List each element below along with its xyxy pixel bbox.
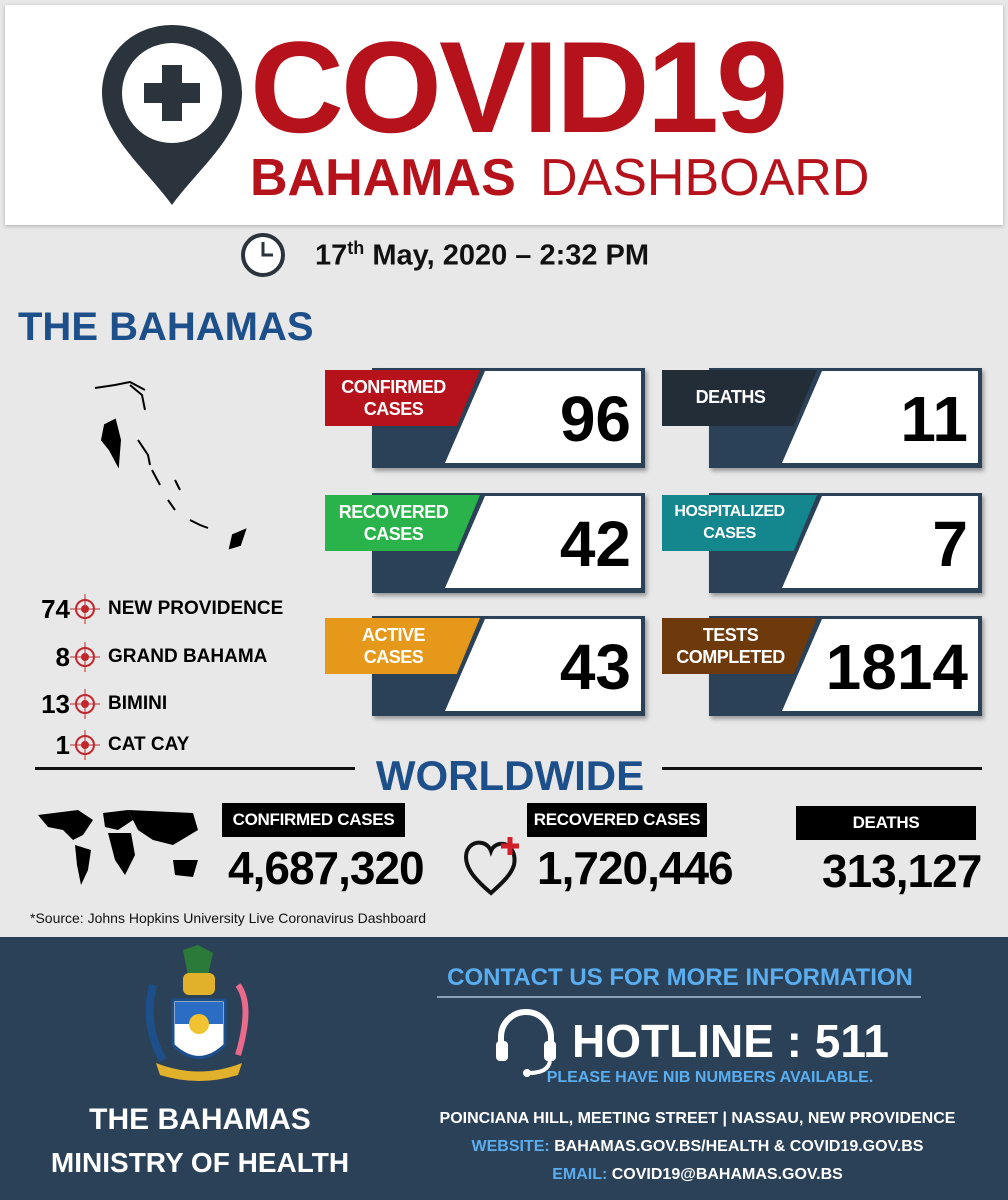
website-label: WEBSITE: [471,1138,550,1155]
card-active: ACTIVE CASES 43 [325,613,645,719]
card-value: 43 [559,631,631,703]
card-tests: TESTS COMPLETED 1814 [662,613,982,719]
ww-deaths-value: 313,127 [822,845,982,897]
card-hospitalized: HOSPITALIZED CASES 7 [662,490,982,596]
target-icon [70,642,100,672]
email-link[interactable]: COVID19@BAHAMAS.GOV.BS [607,1166,843,1183]
ww-recovered-value: 1,720,446 [537,842,734,894]
card-label: HOSPITALIZED CASES [662,495,817,551]
card-value: 96 [559,383,631,455]
card-value: 7 [932,508,968,580]
ministry-line1: THE BAHAMAS [89,1103,311,1136]
card-confirmed: CONFIRMED CASES 96 [325,365,645,471]
timestamp-day: 17 [315,239,348,272]
card-label: RECOVERED CASES [325,495,480,551]
hotline-number[interactable]: HOTLINE : 511 [572,1015,889,1067]
website-link[interactable]: BAHAMAS.GOV.BS/HEALTH & COVID19.GOV.BS [549,1138,924,1155]
header-banner [5,5,1003,225]
timestamp: 17th May, 2020 – 2:32 PM [315,238,649,273]
heart-plus-icon [463,837,519,896]
timestamp-suffix: th [347,238,365,258]
ww-recovered-label: RECOVERED CASES [527,803,707,837]
title-covid19: COVID19 [250,14,788,160]
card-value: 11 [900,383,968,455]
email-label: EMAIL: [552,1166,608,1183]
target-icon [70,730,100,760]
headset-icon [496,1009,556,1077]
world-map [38,810,198,885]
contact-underline [437,996,921,998]
subtitle-bahamas: BAHAMAS [250,149,516,207]
ww-deaths-label: DEATHS [796,806,976,840]
target-icon [70,594,100,624]
card-recovered: RECOVERED CASES 42 [325,490,645,596]
bahamas-map [94,380,247,550]
email: EMAIL: COVID19@BAHAMAS.GOV.BS [395,1161,1000,1189]
divider-right [662,767,982,770]
section-title-bahamas: THE BAHAMAS [18,305,314,349]
subtitle-dashboard: DASHBOARD [540,149,870,207]
island-row: 8 GRAND BAHAMA [55,641,268,672]
ministry-line2: MINISTRY OF HEALTH [50,1147,350,1178]
address: POINCIANA HILL, MEETING STREET | NASSAU,… [439,1110,956,1127]
location-pin-plus-icon [102,25,242,205]
ww-confirmed-value: 4,687,320 [228,842,425,894]
source-note: *Source: Johns Hopkins University Live C… [30,910,427,926]
section-title-worldwide: WORLDWIDE [375,752,645,799]
website: WEBSITE: BAHAMAS.GOV.BS/HEALTH & COVID19… [395,1133,1000,1161]
card-label: DEATHS [662,370,817,426]
ww-confirmed-label: CONFIRMED CASES [222,803,405,837]
nib-note: PLEASE HAVE NIB NUMBERS AVAILABLE. [546,1069,874,1086]
footer: THE BAHAMAS MINISTRY OF HEALTH CONTACT U… [0,937,1008,1200]
clock-icon [241,233,285,277]
divider-left [35,767,355,770]
card-label: CONFIRMED CASES [325,370,480,426]
card-value: 1814 [825,631,968,703]
card-value: 42 [559,508,631,580]
island-row: 74 NEW PROVIDENCE [41,593,284,624]
contact-heading: CONTACT US FOR MORE INFORMATION [447,964,913,991]
coat-of-arms-emblem [145,945,249,1081]
target-icon [70,689,100,719]
island-row: 1 CAT CAY [55,729,190,760]
card-label: TESTS COMPLETED [662,618,817,674]
card-deaths: DEATHS 11 [662,365,982,471]
card-label: ACTIVE CASES [325,618,480,674]
timestamp-rest: May, 2020 – 2:32 PM [364,239,650,272]
island-row: 13 BIMINI [41,688,168,719]
